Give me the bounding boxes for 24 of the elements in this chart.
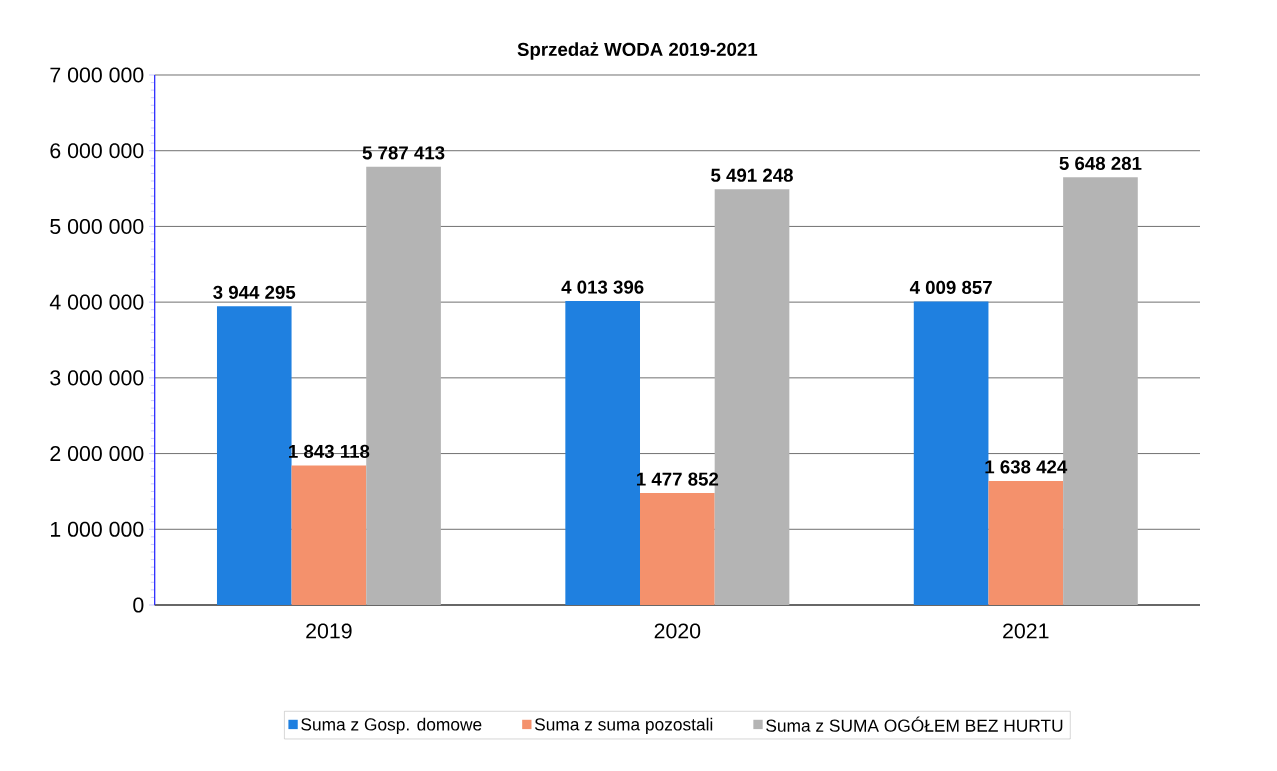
data-label: 4 013 396: [561, 280, 644, 294]
y-tick-label: 7 000 000: [50, 67, 144, 83]
legend-label: Suma z suma pozostali: [534, 717, 713, 734]
data-label: 5 491 248: [711, 168, 793, 182]
x-tick-label: 2020: [654, 623, 701, 639]
legend-label: Suma z Gosp. domowe: [301, 717, 482, 734]
data-label: 3 944 295: [213, 285, 296, 299]
y-tick-label: 0: [133, 597, 144, 613]
y-tick-label: 4 000 000: [49, 294, 144, 310]
x-tick-label: 2019: [306, 623, 352, 639]
y-tick-label: 1 000 000: [50, 521, 144, 537]
y-tick-label: 6 000 000: [50, 143, 144, 159]
data-label: 4 009 857: [909, 280, 992, 295]
y-tick-label: 3 000 000: [50, 370, 144, 386]
bar: [640, 493, 715, 605]
chart-title: Sprzedaż WODA 2019-2021: [517, 42, 758, 60]
y-tick-label: 5 000 000: [50, 218, 144, 234]
bar: [291, 465, 367, 605]
y-tick-label: 2 000 000: [50, 446, 144, 462]
data-label: 5 648 281: [1059, 156, 1142, 170]
data-label: 5 787 413: [362, 146, 445, 160]
x-tick-label: 2021: [1003, 623, 1049, 639]
legend-label: Suma z SUMA OGÓŁEM BEZ HURTU: [766, 716, 1063, 732]
bar: [988, 480, 1064, 605]
